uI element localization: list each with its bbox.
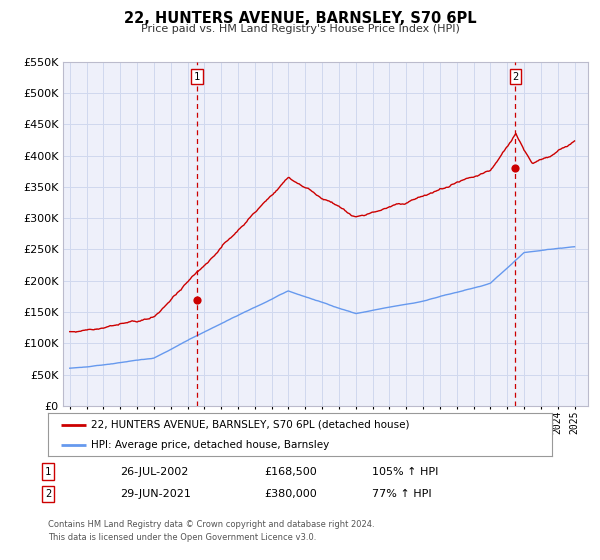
Text: Price paid vs. HM Land Registry's House Price Index (HPI): Price paid vs. HM Land Registry's House …	[140, 24, 460, 34]
Text: 2: 2	[512, 72, 518, 82]
Point	[193, 296, 202, 305]
Text: 77% ↑ HPI: 77% ↑ HPI	[372, 489, 431, 499]
Text: 22, HUNTERS AVENUE, BARNSLEY, S70 6PL: 22, HUNTERS AVENUE, BARNSLEY, S70 6PL	[124, 11, 476, 26]
Text: This data is licensed under the Open Government Licence v3.0.: This data is licensed under the Open Gov…	[48, 533, 316, 542]
Point	[511, 164, 520, 172]
Text: 105% ↑ HPI: 105% ↑ HPI	[372, 466, 439, 477]
Text: £380,000: £380,000	[264, 489, 317, 499]
Text: 2: 2	[45, 489, 51, 499]
Text: 26-JUL-2002: 26-JUL-2002	[120, 466, 188, 477]
Text: 1: 1	[45, 466, 51, 477]
Text: £168,500: £168,500	[264, 466, 317, 477]
Text: HPI: Average price, detached house, Barnsley: HPI: Average price, detached house, Barn…	[91, 440, 329, 450]
Text: 22, HUNTERS AVENUE, BARNSLEY, S70 6PL (detached house): 22, HUNTERS AVENUE, BARNSLEY, S70 6PL (d…	[91, 419, 409, 430]
Text: 29-JUN-2021: 29-JUN-2021	[120, 489, 191, 499]
Text: Contains HM Land Registry data © Crown copyright and database right 2024.: Contains HM Land Registry data © Crown c…	[48, 520, 374, 529]
Text: 1: 1	[194, 72, 200, 82]
